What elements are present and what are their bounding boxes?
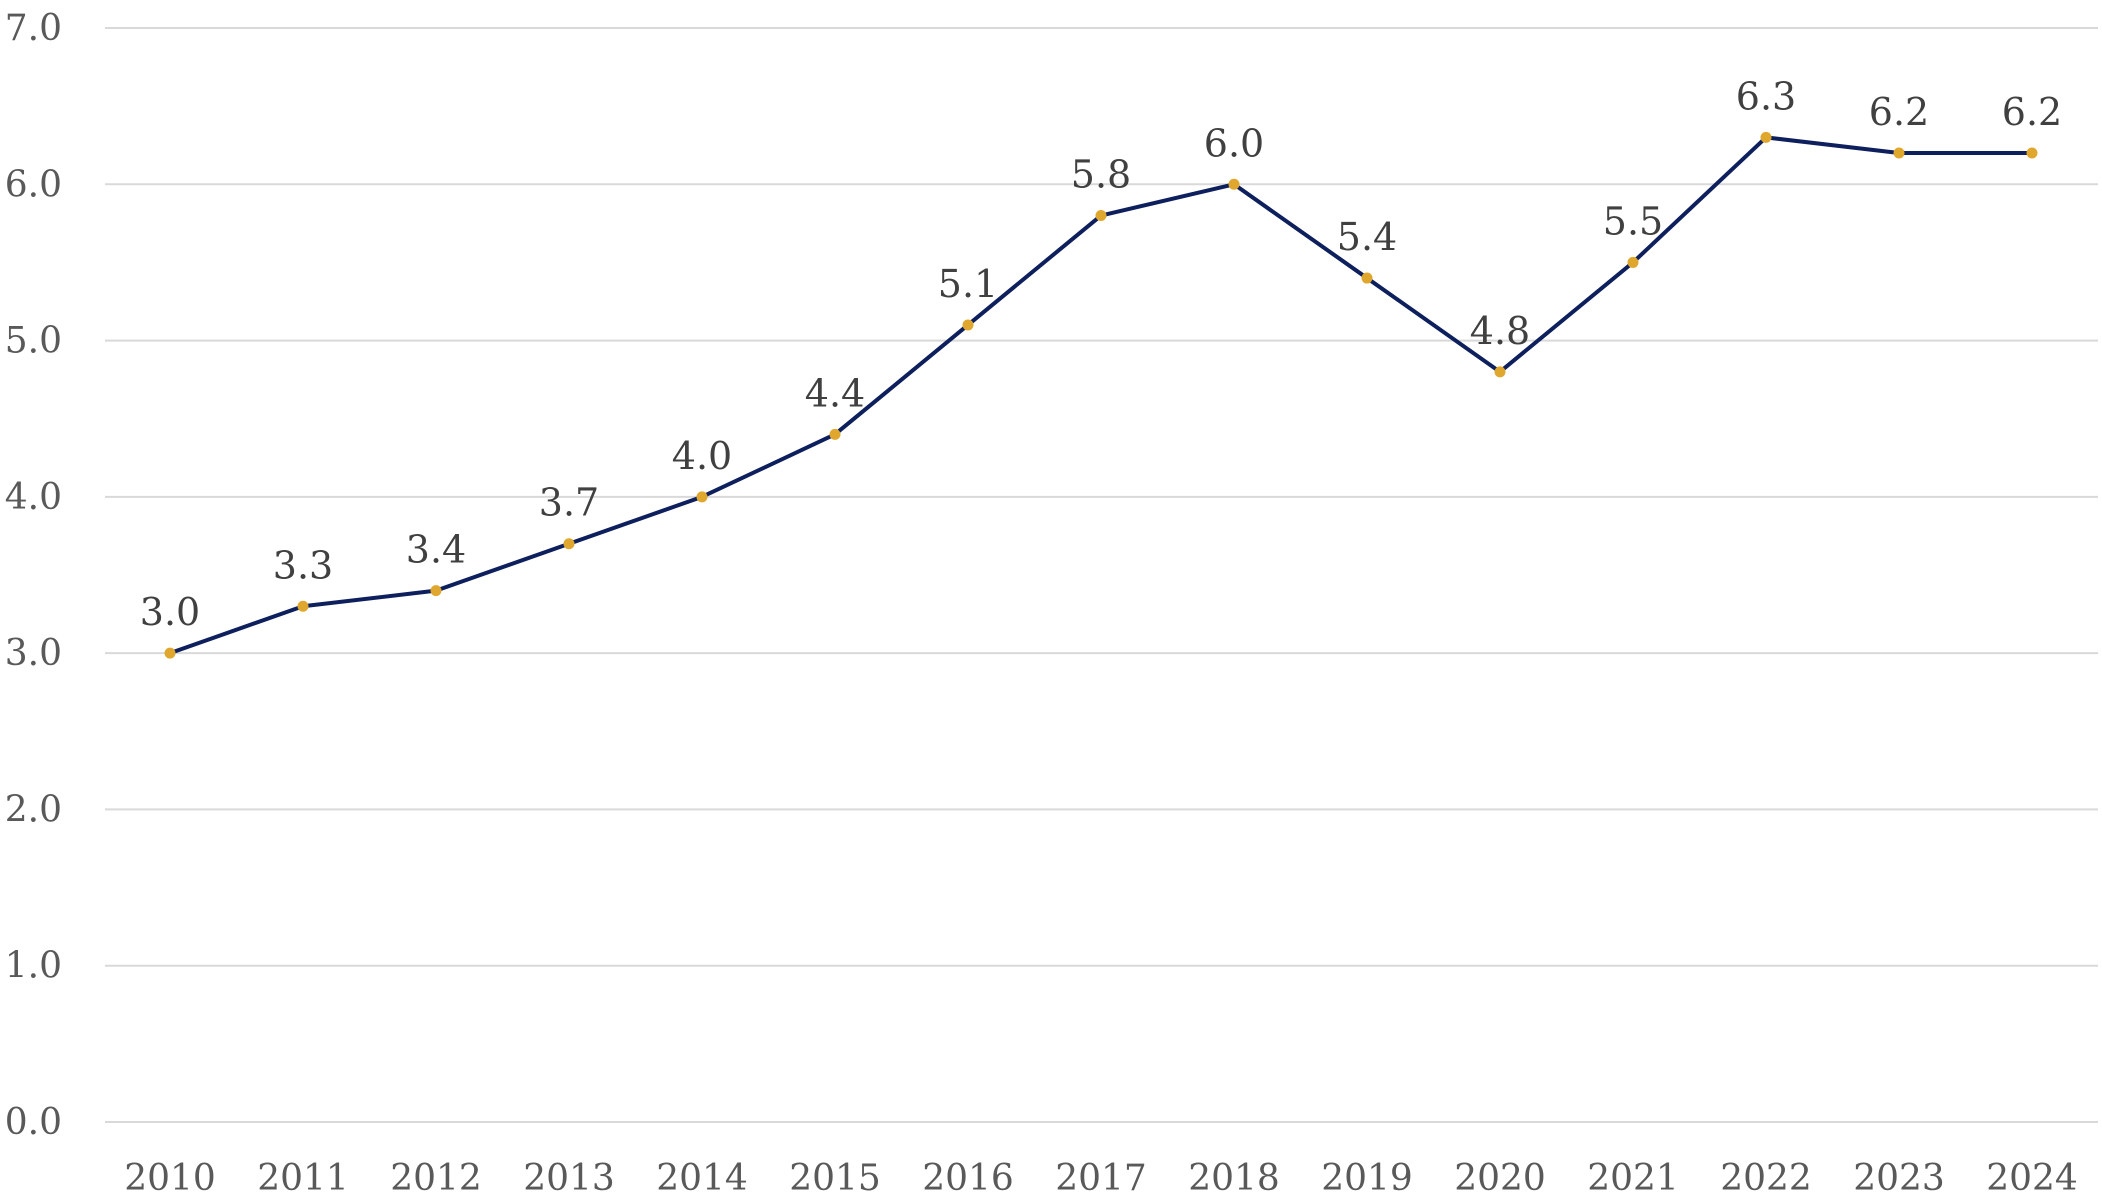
series-0: [164, 131, 2038, 659]
data-point: [1627, 256, 1639, 268]
data-label: 3.3: [273, 543, 333, 587]
data-label: 5.4: [1337, 215, 1397, 259]
data-point: [2026, 147, 2038, 159]
gridlines: [105, 27, 2098, 1123]
data-point: [1095, 210, 1107, 222]
data-label: 6.0: [1204, 121, 1264, 165]
data-point: [563, 538, 575, 550]
x-tick-label: 2017: [1055, 1158, 1147, 1199]
data-label: 6.2: [2002, 90, 2062, 134]
data-label: 6.2: [1869, 90, 1929, 134]
data-point: [297, 600, 309, 612]
data-point: [164, 647, 176, 659]
x-tick-label: 2012: [390, 1158, 482, 1199]
data-point: [1228, 178, 1240, 190]
y-tick-label: 7.0: [5, 8, 62, 49]
x-tick-label: 2024: [1986, 1158, 2078, 1199]
x-tick-label: 2020: [1454, 1158, 1546, 1199]
data-point: [962, 319, 974, 331]
y-axis: 0.0 1.0 2.0 3.0 4.0 5.0 6.0 7.0: [5, 8, 62, 1143]
data-label: 5.8: [1071, 153, 1131, 197]
y-tick-label: 5.0: [5, 321, 62, 362]
x-tick-label: 2022: [1720, 1158, 1812, 1199]
data-point: [1494, 366, 1506, 378]
data-label: 5.5: [1603, 199, 1663, 243]
data-point: [1760, 131, 1772, 143]
y-tick-label: 3.0: [5, 633, 62, 674]
data-point: [1893, 147, 1905, 159]
data-point: [696, 491, 708, 503]
data-labels: 3.0 3.3 3.4 3.7 4.0 4.4 5.1 5.8 6.0 5.4 4.8 5.5 6.3 6…: [140, 74, 2062, 634]
data-label: 5.1: [938, 262, 998, 306]
data-point: [1361, 272, 1373, 284]
y-tick-label: 4.0: [5, 477, 62, 518]
data-label: 4.0: [672, 434, 732, 478]
x-tick-label: 2013: [523, 1158, 615, 1199]
data-label: 4.4: [805, 371, 865, 415]
data-label: 4.8: [1470, 309, 1530, 353]
x-tick-label: 2018: [1188, 1158, 1280, 1199]
x-tick-label: 2014: [656, 1158, 748, 1199]
data-label: 3.4: [406, 528, 466, 572]
data-point: [829, 428, 841, 440]
y-tick-label: 2.0: [5, 789, 62, 830]
data-point: [430, 585, 442, 597]
x-tick-label: 2023: [1853, 1158, 1945, 1199]
data-label: 3.0: [140, 590, 200, 634]
data-label: 3.7: [539, 481, 599, 525]
x-tick-label: 2015: [789, 1158, 881, 1199]
y-tick-label: 6.0: [5, 164, 62, 205]
x-tick-label: 2021: [1587, 1158, 1679, 1199]
x-tick-label: 2016: [922, 1158, 1014, 1199]
y-tick-label: 1.0: [5, 946, 62, 987]
x-tick-label: 2011: [257, 1158, 349, 1199]
x-tick-label: 2010: [124, 1158, 216, 1199]
x-tick-label: 2019: [1321, 1158, 1413, 1199]
x-axis: 2010 2011 2012 2013 2014 2015 2016 2017 2018 2019…: [124, 1158, 2078, 1199]
y-tick-label: 0.0: [5, 1102, 62, 1143]
data-label: 6.3: [1736, 74, 1796, 118]
